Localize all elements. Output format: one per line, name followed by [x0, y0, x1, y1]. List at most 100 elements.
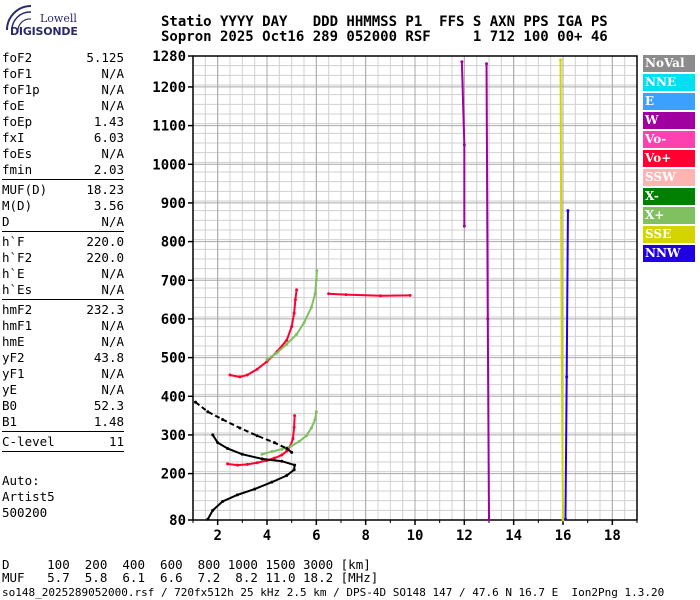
data-point [293, 463, 297, 467]
y-tick-label: 400 [161, 389, 186, 405]
param-value: N/A [101, 366, 124, 381]
logo-lowell-text: Lowell [40, 12, 77, 25]
param-row: B1 1.48 [2, 414, 124, 430]
param-divider [2, 299, 124, 300]
param-row: hmF1 N/A [2, 318, 124, 334]
data-point [309, 305, 313, 309]
legend-item: SSW [643, 169, 695, 186]
param-row: C-level 11 [2, 434, 124, 450]
param-name: hmE [2, 334, 25, 349]
x-tick-label: 4 [263, 528, 271, 544]
legend-item: NNW [643, 245, 695, 262]
param-value: 6.03 [93, 130, 124, 145]
data-point [292, 311, 296, 315]
data-point [253, 487, 257, 491]
data-point [270, 480, 274, 484]
data-point [408, 293, 412, 297]
header-labels: Statio YYYY DAY DDD HHMMSS P1 FFS S AXN … [161, 14, 608, 30]
data-point [314, 410, 318, 414]
data-point [272, 456, 276, 460]
x-tick-label: 8 [361, 528, 369, 544]
param-row: foF1p N/A [2, 82, 124, 98]
x-tick-label: 10 [407, 528, 424, 544]
param-value: 220.0 [86, 234, 124, 249]
param-name: fmin [2, 162, 33, 177]
data-point [280, 459, 284, 463]
param-divider [2, 431, 124, 432]
data-point [226, 462, 230, 466]
data-point [344, 293, 348, 297]
legend-item: X+ [643, 207, 695, 224]
param-name: B0 [2, 398, 18, 413]
data-point [309, 426, 313, 430]
data-point [290, 325, 294, 329]
data-point [238, 426, 242, 430]
param-name: fxI [2, 130, 25, 145]
param-value: N/A [101, 318, 124, 333]
y-tick-label: 300 [161, 428, 186, 444]
data-point [290, 444, 294, 448]
data-point [487, 518, 491, 522]
param-name: D [2, 214, 10, 229]
data-point [293, 414, 297, 418]
x-tick-label: 18 [604, 528, 621, 544]
data-point [293, 298, 297, 302]
param-value: 5.125 [86, 50, 124, 65]
y-tick-label: 800 [161, 235, 186, 251]
param-value: 1.43 [93, 114, 124, 129]
param-value: 220.0 [86, 250, 124, 265]
data-point [226, 446, 230, 450]
y-tick-label: 1280 [152, 49, 186, 65]
param-name: B1 [2, 414, 18, 429]
param-row: hmE N/A [2, 334, 124, 350]
param-name: yF2 [2, 350, 25, 365]
distance-row: D 100 200 400 600 800 1000 1500 3000 [km… [2, 557, 371, 572]
param-name: hmF2 [2, 302, 33, 317]
auto-label: Auto: [2, 473, 40, 488]
data-point [260, 457, 264, 461]
data-point [313, 292, 317, 296]
param-name: yE [2, 382, 18, 397]
auto-program: Artist5 [2, 489, 55, 504]
data-point [565, 375, 569, 379]
param-name: foF2 [2, 50, 33, 65]
param-row: MUF(D) 18.23 [2, 182, 124, 198]
param-name: h`F2 [2, 250, 33, 265]
param-row: foE N/A [2, 98, 124, 114]
param-value: 232.3 [86, 302, 124, 317]
data-point [313, 417, 317, 421]
x-tick-label: 16 [555, 528, 572, 544]
param-row: hmF2 232.3 [2, 302, 124, 318]
y-tick-label: 900 [161, 196, 186, 212]
data-point [193, 400, 197, 404]
param-value: N/A [101, 146, 124, 161]
data-point [206, 517, 210, 521]
data-point [285, 446, 289, 450]
legend-item: Vo- [643, 131, 695, 148]
param-row: yF1 N/A [2, 366, 124, 382]
data-point [486, 317, 490, 321]
data-point [285, 338, 289, 342]
y-tick-label: 700 [161, 273, 186, 289]
data-point [221, 417, 225, 421]
data-point [315, 269, 319, 273]
param-divider [2, 451, 124, 452]
data-point [314, 278, 318, 282]
param-name: C-level [2, 434, 55, 449]
param-name: foEp [2, 114, 33, 129]
logo-digisonde-text: DIGISONDE [10, 25, 78, 38]
y-tick-label: 1100 [152, 119, 186, 135]
param-name: MUF(D) [2, 182, 48, 197]
header-values: Sopron 2025 Oct16 289 052000 RSF 1 712 1… [161, 29, 608, 45]
data-point [285, 449, 289, 453]
param-divider [2, 179, 124, 180]
data-point [291, 437, 295, 441]
param-row: foF2 5.125 [2, 50, 124, 66]
data-point [460, 60, 464, 64]
param-value: 2.03 [93, 162, 124, 177]
y-tick-label: 1200 [152, 80, 186, 96]
param-value: 52.3 [93, 398, 124, 413]
data-point [302, 321, 306, 325]
data-point [297, 440, 301, 444]
data-point [206, 410, 210, 414]
